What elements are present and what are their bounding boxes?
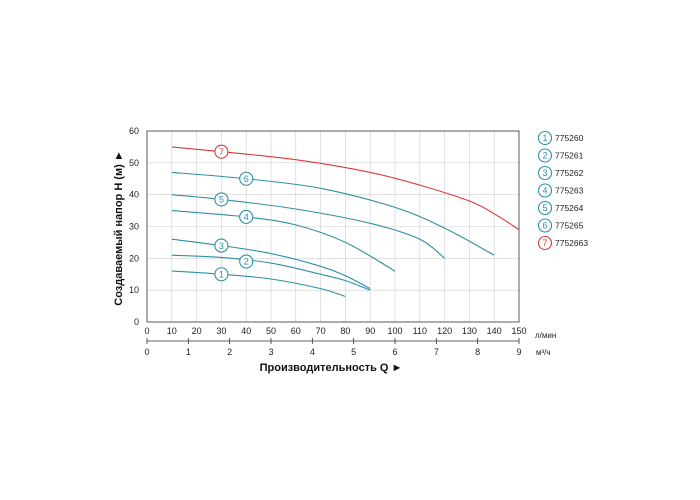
legend-marker-1 <box>537 130 553 146</box>
x2-tick-label: 3 <box>268 347 273 357</box>
legend-entry-label: 7752663 <box>555 238 588 248</box>
legend-marker-label: 2 <box>542 151 547 161</box>
legend-entry-label: 775263 <box>555 186 584 196</box>
series-line-2 <box>171 254 371 291</box>
series-marker-label: 1 <box>219 269 224 279</box>
y-tick-label: 60 <box>129 126 139 136</box>
legend-marker-5 <box>537 200 553 216</box>
series-markers: 1 2 3 4 5 6 7 <box>214 144 254 282</box>
x-unit-label: л/мин <box>535 331 556 340</box>
y-tick-label: 30 <box>129 222 139 232</box>
legend-marker-2 <box>537 148 553 163</box>
y-tick-label: 50 <box>129 158 139 168</box>
x-axis-title: Производительность Q ► <box>260 362 403 374</box>
x-tick-label: 90 <box>365 326 375 336</box>
y-axis-title: Создаваемый напор H (м) ► <box>113 150 125 305</box>
x2-tick-label: 2 <box>227 347 232 357</box>
series-line-6 <box>171 171 495 256</box>
legend-marker-label: 5 <box>542 203 547 213</box>
x-tick-label: 60 <box>291 326 301 336</box>
legend-marker-3 <box>537 165 553 181</box>
x2-tick-label: 1 <box>186 347 191 357</box>
legend-marker-label: 3 <box>542 168 547 178</box>
series-marker-4 <box>239 209 254 224</box>
x-tick-label: 0 <box>144 326 149 336</box>
plot-frame <box>146 130 520 323</box>
x2-tick-label: 0 <box>144 347 149 357</box>
x-tick-label: 140 <box>487 326 502 336</box>
x-tick-label: 120 <box>437 326 452 336</box>
x2-tick-label: 7 <box>434 347 439 357</box>
x2-tick-label: 8 <box>475 347 480 357</box>
grid <box>147 131 519 322</box>
legend-marker-label: 6 <box>542 221 547 231</box>
x-tick-label: 110 <box>413 326 427 336</box>
series-marker-3 <box>214 238 229 253</box>
x-tick-label: 150 <box>511 326 526 336</box>
y-tick-label: 0 <box>134 317 139 327</box>
series-line-4 <box>171 210 396 272</box>
series-marker-label: 7 <box>219 147 224 157</box>
x2-tick-label: 5 <box>351 347 356 357</box>
y-tick-label: 20 <box>129 253 139 263</box>
legend-marker-label: 4 <box>542 186 547 196</box>
series-line-7 <box>171 146 520 231</box>
y-tick-labels: 0 10 20 30 40 50 60 <box>129 126 139 327</box>
legend-entry-label: 775264 <box>555 203 584 213</box>
legend-marker-7 <box>537 235 553 251</box>
series-line-1 <box>171 270 346 298</box>
legend-marker-4 <box>537 183 553 198</box>
series-marker-1 <box>214 267 229 282</box>
x-tick-label: 130 <box>462 326 477 336</box>
series-marker-label: 5 <box>219 195 224 205</box>
x-tick-label: 10 <box>167 326 177 336</box>
legend-marker-label: 7 <box>542 238 547 248</box>
series-marker-6 <box>239 171 254 186</box>
legend-entry-label: 775260 <box>555 133 584 143</box>
legend-marker-6 <box>537 218 553 233</box>
series-marker-label: 6 <box>244 174 249 184</box>
x-tick-label: 20 <box>192 326 202 336</box>
legend-entry-label: 775262 <box>555 168 584 178</box>
series-marker-5 <box>214 192 229 207</box>
series-marker-7 <box>214 144 229 159</box>
x-tick-label: 50 <box>266 326 276 336</box>
series-marker-label: 4 <box>244 212 249 222</box>
x-tick-label: 40 <box>241 326 251 336</box>
y-tick-label: 40 <box>129 190 139 200</box>
x-tick-label: 80 <box>340 326 350 336</box>
x2-tick-label: 9 <box>516 347 521 357</box>
legend-entry-label: 775261 <box>555 151 584 161</box>
series-marker-label: 2 <box>244 257 249 267</box>
series-marker-2 <box>239 254 254 269</box>
y-tick-label: 10 <box>129 285 139 295</box>
x2-tick-label: 6 <box>392 347 397 357</box>
x2-unit-label: м³/ч <box>536 348 551 357</box>
x2-tick-label: 4 <box>310 347 315 357</box>
secondary-x-axis: 0 1 2 3 4 5 6 7 8 9 <box>144 338 522 357</box>
x-tick-label: 70 <box>316 326 326 336</box>
x-tick-labels: 0 10 20 30 40 50 60 70 80 90 100 110 120 130 140 150 <box>144 326 526 336</box>
legend: 1 775260 2 775261 3 775262 4 775263 5 775264 6 7752… <box>537 130 588 251</box>
series-marker-label: 3 <box>219 241 224 251</box>
legend-entry-label: 775265 <box>555 221 584 231</box>
x-tick-label: 100 <box>387 326 402 336</box>
legend-marker-label: 1 <box>542 133 547 143</box>
x-tick-label: 30 <box>216 326 226 336</box>
